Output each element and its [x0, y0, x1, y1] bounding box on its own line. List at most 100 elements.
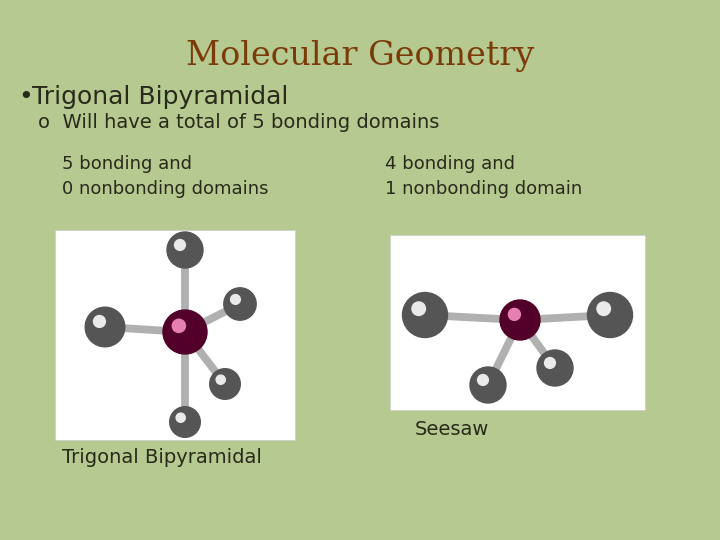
Circle shape	[503, 303, 536, 336]
Circle shape	[224, 383, 226, 385]
Circle shape	[184, 248, 186, 252]
Circle shape	[94, 315, 105, 327]
Circle shape	[230, 294, 249, 313]
Circle shape	[484, 381, 492, 389]
Circle shape	[546, 359, 564, 377]
Circle shape	[606, 311, 613, 319]
Circle shape	[600, 306, 619, 325]
Circle shape	[96, 319, 113, 335]
Circle shape	[412, 302, 426, 315]
Circle shape	[175, 322, 183, 330]
Circle shape	[548, 361, 552, 365]
Circle shape	[171, 318, 199, 347]
FancyBboxPatch shape	[390, 235, 645, 410]
Circle shape	[176, 413, 185, 422]
Circle shape	[92, 314, 118, 340]
Circle shape	[182, 420, 187, 424]
Circle shape	[172, 319, 198, 345]
Circle shape	[419, 309, 431, 321]
Circle shape	[540, 353, 570, 383]
Circle shape	[603, 307, 605, 310]
Circle shape	[549, 362, 551, 364]
Circle shape	[233, 296, 238, 302]
Circle shape	[173, 238, 197, 262]
Circle shape	[408, 298, 442, 332]
Circle shape	[221, 380, 229, 388]
Circle shape	[233, 297, 247, 310]
Circle shape	[600, 305, 608, 313]
Circle shape	[211, 370, 239, 398]
Circle shape	[482, 379, 484, 381]
Circle shape	[232, 295, 239, 303]
Circle shape	[174, 321, 196, 343]
Circle shape	[176, 241, 184, 249]
Circle shape	[474, 372, 502, 399]
Circle shape	[166, 314, 203, 350]
Circle shape	[405, 294, 446, 336]
Circle shape	[99, 320, 112, 334]
Circle shape	[423, 313, 427, 317]
Circle shape	[547, 361, 562, 375]
Circle shape	[546, 359, 554, 367]
Circle shape	[544, 357, 555, 368]
Circle shape	[477, 375, 498, 395]
Circle shape	[412, 302, 438, 328]
Circle shape	[95, 316, 104, 326]
Circle shape	[170, 407, 200, 437]
Circle shape	[507, 307, 534, 333]
Text: •: •	[18, 85, 32, 109]
Text: o  Will have a total of 5 bonding domains: o Will have a total of 5 bonding domains	[38, 113, 439, 132]
Circle shape	[176, 323, 181, 328]
Circle shape	[476, 373, 500, 397]
Circle shape	[216, 375, 225, 384]
Circle shape	[541, 354, 569, 381]
Circle shape	[510, 311, 518, 318]
Circle shape	[597, 302, 611, 315]
Circle shape	[177, 414, 193, 430]
Circle shape	[179, 244, 181, 246]
Circle shape	[97, 319, 102, 324]
Circle shape	[178, 243, 182, 247]
Circle shape	[485, 382, 491, 388]
Circle shape	[513, 313, 516, 315]
Circle shape	[406, 296, 444, 334]
Circle shape	[227, 291, 253, 318]
Circle shape	[85, 307, 125, 347]
Circle shape	[219, 378, 222, 382]
Circle shape	[593, 298, 627, 332]
FancyBboxPatch shape	[55, 230, 295, 440]
Circle shape	[167, 232, 203, 268]
Circle shape	[591, 296, 629, 334]
Circle shape	[487, 383, 490, 387]
Circle shape	[512, 312, 528, 328]
Circle shape	[546, 360, 553, 366]
Circle shape	[218, 377, 223, 382]
Circle shape	[217, 376, 233, 392]
Circle shape	[170, 235, 200, 265]
Circle shape	[510, 309, 519, 319]
Circle shape	[505, 305, 535, 335]
Circle shape	[515, 315, 525, 325]
Circle shape	[165, 312, 205, 352]
Circle shape	[479, 376, 497, 394]
Circle shape	[181, 418, 189, 426]
Circle shape	[235, 299, 246, 309]
Circle shape	[178, 242, 192, 258]
Circle shape	[508, 308, 521, 320]
Circle shape	[402, 293, 448, 338]
Circle shape	[219, 377, 231, 390]
Circle shape	[590, 294, 631, 336]
Circle shape	[418, 307, 433, 322]
Circle shape	[472, 368, 505, 402]
Circle shape	[104, 325, 107, 329]
Circle shape	[180, 417, 181, 418]
Circle shape	[172, 409, 198, 435]
Circle shape	[98, 320, 101, 322]
Circle shape	[179, 244, 191, 256]
Circle shape	[179, 416, 183, 420]
Circle shape	[87, 309, 123, 345]
Circle shape	[174, 240, 185, 251]
Circle shape	[174, 240, 196, 260]
Circle shape	[552, 365, 558, 371]
Circle shape	[181, 328, 189, 336]
